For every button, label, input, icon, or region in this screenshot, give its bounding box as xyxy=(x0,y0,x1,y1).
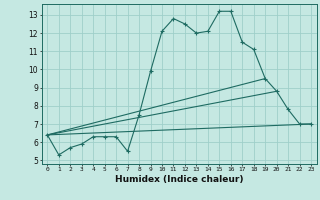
X-axis label: Humidex (Indice chaleur): Humidex (Indice chaleur) xyxy=(115,175,244,184)
